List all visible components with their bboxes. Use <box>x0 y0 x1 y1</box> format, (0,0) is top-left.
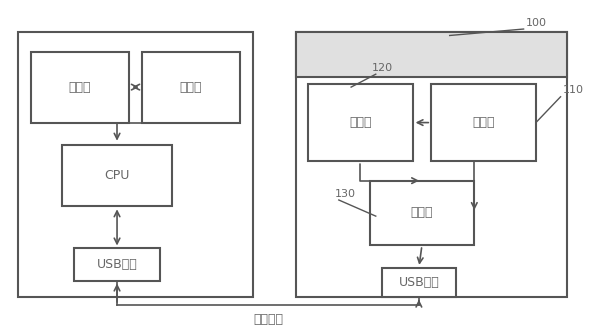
FancyBboxPatch shape <box>382 268 456 297</box>
FancyBboxPatch shape <box>431 84 536 161</box>
Text: 控制部: 控制部 <box>411 206 433 219</box>
FancyBboxPatch shape <box>296 32 567 77</box>
FancyBboxPatch shape <box>296 32 567 297</box>
Text: 130: 130 <box>334 189 355 198</box>
FancyBboxPatch shape <box>370 181 474 245</box>
Text: USB接口: USB接口 <box>399 276 439 289</box>
FancyBboxPatch shape <box>308 84 413 161</box>
Text: 有线连接: 有线连接 <box>253 313 283 326</box>
FancyBboxPatch shape <box>18 32 253 297</box>
Text: 120: 120 <box>371 63 392 73</box>
Text: CPU: CPU <box>104 169 130 182</box>
FancyBboxPatch shape <box>74 248 160 281</box>
FancyBboxPatch shape <box>62 145 172 206</box>
Text: 降温部: 降温部 <box>349 116 371 129</box>
Text: 供电部: 供电部 <box>472 116 495 129</box>
Text: 传感器: 传感器 <box>180 81 202 93</box>
Text: USB接口: USB接口 <box>97 258 137 271</box>
FancyBboxPatch shape <box>142 51 240 123</box>
Text: 110: 110 <box>562 85 583 95</box>
Text: 储存盘: 储存盘 <box>69 81 91 93</box>
Text: 100: 100 <box>525 18 546 28</box>
FancyBboxPatch shape <box>31 51 129 123</box>
